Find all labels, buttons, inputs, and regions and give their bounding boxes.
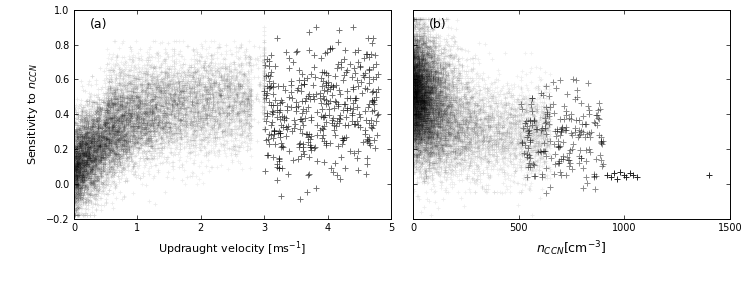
X-axis label: Updraught velocity [ms$^{-1}$]: Updraught velocity [ms$^{-1}$] (159, 239, 307, 257)
Text: (b): (b) (429, 18, 447, 31)
Y-axis label: Sensitivity to $n_{CCN}$: Sensitivity to $n_{CCN}$ (26, 63, 40, 165)
X-axis label: $n_{CCN}$[cm$^{-3}$]: $n_{CCN}$[cm$^{-3}$] (536, 239, 607, 258)
Text: (a): (a) (90, 18, 107, 31)
